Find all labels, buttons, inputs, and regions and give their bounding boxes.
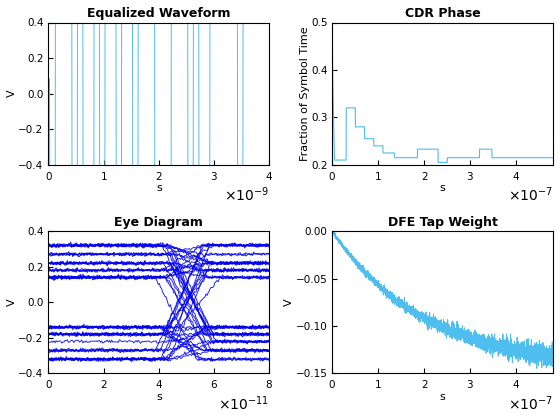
X-axis label: s: s (440, 183, 446, 193)
Title: DFE Tap Weight: DFE Tap Weight (388, 215, 498, 228)
Y-axis label: V: V (7, 90, 17, 97)
Title: Eye Diagram: Eye Diagram (114, 215, 203, 228)
Y-axis label: Fraction of Symbol Time: Fraction of Symbol Time (300, 26, 310, 161)
Y-axis label: V: V (284, 299, 294, 306)
X-axis label: s: s (156, 392, 162, 402)
Title: Equalized Waveform: Equalized Waveform (87, 7, 231, 20)
X-axis label: s: s (440, 392, 446, 402)
Title: CDR Phase: CDR Phase (405, 7, 480, 20)
X-axis label: s: s (156, 183, 162, 193)
Y-axis label: V: V (7, 299, 17, 306)
